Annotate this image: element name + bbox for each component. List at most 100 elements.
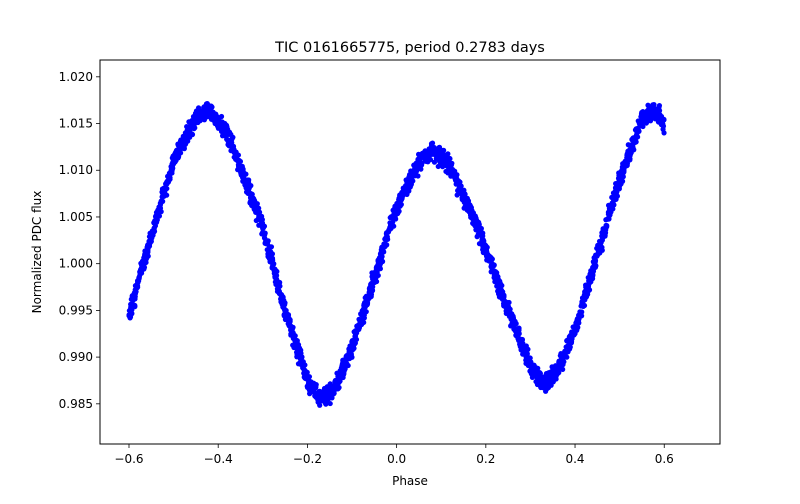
data-point bbox=[390, 214, 396, 221]
data-point bbox=[557, 353, 563, 359]
data-point bbox=[358, 318, 364, 324]
data-point bbox=[532, 367, 539, 373]
y-tick-label: 1.015 bbox=[59, 117, 93, 131]
data-point bbox=[251, 199, 257, 206]
data-point bbox=[244, 177, 250, 183]
data-point bbox=[327, 400, 333, 407]
data-point bbox=[299, 361, 305, 367]
data-point bbox=[542, 385, 548, 391]
data-point bbox=[275, 287, 281, 293]
data-point bbox=[364, 294, 370, 301]
data-point bbox=[590, 264, 596, 270]
data-point bbox=[150, 228, 156, 234]
data-point bbox=[330, 391, 337, 397]
y-tick-label: 0.990 bbox=[59, 350, 93, 364]
data-point bbox=[285, 315, 291, 321]
data-point bbox=[377, 264, 383, 270]
data-point bbox=[282, 300, 288, 306]
data-point bbox=[208, 110, 214, 117]
data-point bbox=[307, 380, 313, 387]
data-point bbox=[245, 187, 252, 193]
data-point bbox=[409, 172, 415, 178]
data-point bbox=[457, 179, 463, 185]
data-point bbox=[481, 248, 488, 254]
data-point bbox=[259, 231, 265, 237]
data-point bbox=[137, 269, 143, 275]
data-point bbox=[459, 196, 465, 203]
data-point bbox=[555, 368, 561, 374]
x-axis-label: Phase bbox=[392, 474, 428, 488]
data-point bbox=[265, 254, 271, 260]
data-point bbox=[610, 206, 616, 212]
data-point bbox=[252, 205, 258, 212]
data-point bbox=[616, 179, 622, 185]
data-point bbox=[480, 241, 486, 247]
data-point bbox=[126, 313, 132, 319]
data-point bbox=[520, 351, 526, 357]
x-tick-label: −0.4 bbox=[204, 452, 233, 466]
data-point bbox=[545, 373, 552, 380]
data-point bbox=[128, 304, 134, 310]
data-point bbox=[218, 128, 225, 135]
data-point bbox=[560, 366, 566, 372]
data-point bbox=[233, 153, 239, 159]
data-point bbox=[586, 280, 592, 286]
data-point bbox=[538, 376, 544, 382]
data-point bbox=[315, 395, 321, 401]
data-point bbox=[494, 275, 501, 281]
data-point bbox=[130, 292, 137, 298]
y-tick-label: 0.985 bbox=[59, 397, 93, 411]
data-point bbox=[204, 100, 210, 107]
data-point bbox=[538, 384, 544, 391]
data-point bbox=[348, 352, 354, 358]
data-point bbox=[162, 189, 168, 195]
data-point bbox=[144, 249, 151, 255]
data-point bbox=[262, 240, 268, 246]
data-point bbox=[620, 170, 626, 177]
data-point bbox=[361, 306, 367, 312]
x-tick-label: −0.6 bbox=[114, 452, 143, 466]
data-point bbox=[256, 222, 262, 228]
data-point bbox=[188, 118, 194, 125]
data-point bbox=[213, 113, 219, 119]
data-point bbox=[655, 110, 661, 116]
data-point bbox=[237, 165, 243, 171]
data-point bbox=[186, 129, 192, 136]
data-point bbox=[589, 269, 595, 275]
data-point bbox=[473, 215, 479, 221]
data-point bbox=[339, 370, 346, 376]
data-point bbox=[210, 117, 217, 123]
data-point bbox=[380, 248, 386, 254]
data-point bbox=[157, 201, 164, 208]
data-point bbox=[181, 144, 187, 151]
data-point bbox=[661, 130, 667, 136]
data-point bbox=[164, 178, 170, 184]
data-point bbox=[528, 364, 534, 371]
data-point bbox=[364, 302, 370, 308]
data-point bbox=[528, 371, 534, 377]
data-point bbox=[136, 278, 142, 284]
data-point bbox=[142, 254, 148, 260]
x-tick-label: 0.2 bbox=[476, 452, 495, 466]
data-point bbox=[181, 136, 188, 143]
data-point bbox=[425, 151, 431, 157]
data-point bbox=[634, 130, 640, 136]
data-point bbox=[491, 263, 497, 269]
data-point bbox=[624, 156, 631, 162]
data-point bbox=[381, 241, 388, 247]
data-point bbox=[447, 156, 453, 162]
data-point bbox=[288, 332, 295, 338]
y-tick-label: 1.010 bbox=[59, 163, 93, 177]
y-tick-label: 0.995 bbox=[59, 303, 93, 317]
data-point bbox=[146, 243, 153, 249]
data-point bbox=[609, 200, 615, 206]
data-point bbox=[476, 221, 482, 228]
data-point bbox=[624, 162, 630, 169]
data-point bbox=[592, 257, 598, 263]
data-point bbox=[604, 224, 610, 230]
data-point bbox=[193, 112, 199, 118]
data-point bbox=[427, 147, 434, 153]
data-point bbox=[322, 400, 328, 406]
data-point bbox=[424, 157, 430, 163]
